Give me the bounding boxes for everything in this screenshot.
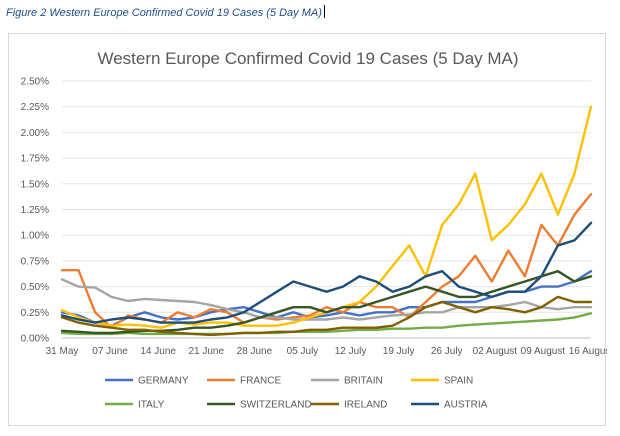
- legend-item-switzerland: SWITZERLAND: [207, 400, 312, 411]
- chart-area[interactable]: Western Europe Confirmed Covid 19 Cases …: [8, 33, 607, 426]
- gridlines: [62, 80, 591, 339]
- y-tick-label: 1.75%: [21, 154, 49, 165]
- x-axis-ticks: 31 May 07 June 14 June 21 June 28 June 05 Jul…: [46, 346, 607, 357]
- x-tick-label: 19 July: [383, 346, 415, 357]
- y-tick-label: 0.00%: [21, 334, 49, 345]
- legend-label: IRELAND: [344, 400, 387, 411]
- legend-item-austria: AUSTRIA: [411, 400, 488, 411]
- legend: GERMANY FRANCE BRITAIN SPAIN ITALY SWITZERLAN…: [105, 376, 488, 411]
- legend-item-france: FRANCE: [207, 376, 281, 387]
- legend-label: ITALY: [138, 400, 165, 411]
- chart-title: Western Europe Confirmed Covid 19 Cases …: [97, 49, 518, 68]
- x-tick-label: 09 August: [521, 346, 566, 357]
- series-line-ireland: [60, 295, 593, 337]
- y-tick-label: 0.75%: [21, 256, 49, 267]
- legend-item-ireland: IRELAND: [311, 400, 387, 411]
- series-line-switzerland: [60, 269, 593, 335]
- figure-caption-text: Figure 2 Western Europe Confirmed Covid …: [6, 7, 322, 19]
- x-tick-label: 12 July: [335, 346, 367, 357]
- y-tick-label: 1.50%: [21, 179, 49, 190]
- legend-label: FRANCE: [240, 376, 281, 387]
- series-line-britain: [60, 278, 593, 321]
- legend-item-germany: GERMANY: [105, 376, 189, 387]
- legend-label: AUSTRIA: [444, 400, 488, 411]
- series-lines: [60, 105, 593, 337]
- y-tick-label: 1.00%: [21, 231, 49, 242]
- x-tick-label: 21 June: [188, 346, 224, 357]
- line-chart: Western Europe Confirmed Covid 19 Cases …: [21, 49, 607, 411]
- figure-caption: Figure 2 Western Europe Confirmed Covid …: [6, 5, 325, 19]
- x-tick-label: 26 July: [431, 346, 463, 357]
- text-cursor: [323, 5, 325, 18]
- x-tick-label: 14 June: [140, 346, 176, 357]
- legend-label: SWITZERLAND: [240, 400, 312, 411]
- y-tick-label: 0.25%: [21, 308, 49, 319]
- legend-item-britain: BRITAIN: [311, 376, 383, 387]
- legend-label: GERMANY: [138, 376, 189, 387]
- legend-item-spain: SPAIN: [411, 376, 473, 387]
- legend-label: SPAIN: [444, 376, 473, 387]
- x-tick-label: 28 June: [237, 346, 273, 357]
- x-tick-label: 16 August: [569, 346, 607, 357]
- y-tick-label: 0.50%: [21, 282, 49, 293]
- series-line-spain: [60, 105, 593, 329]
- x-tick-label: 31 May: [46, 346, 79, 357]
- series-line-italy: [60, 312, 593, 336]
- series-line-austria: [60, 221, 593, 324]
- y-tick-label: 2.00%: [21, 128, 49, 139]
- x-tick-label: 05 July: [287, 346, 319, 357]
- x-tick-label: 07 June: [92, 346, 128, 357]
- y-tick-label: 1.25%: [21, 205, 49, 216]
- x-tick-label: 02 August: [473, 346, 518, 357]
- y-axis-ticks: 0.00% 0.25% 0.50% 0.75% 1.00% 1.25% 1.50% 1.75%…: [21, 77, 49, 345]
- legend-item-italy: ITALY: [105, 400, 165, 411]
- y-tick-label: 2.50%: [21, 77, 49, 88]
- legend-label: BRITAIN: [344, 376, 383, 387]
- y-tick-label: 2.25%: [21, 102, 49, 113]
